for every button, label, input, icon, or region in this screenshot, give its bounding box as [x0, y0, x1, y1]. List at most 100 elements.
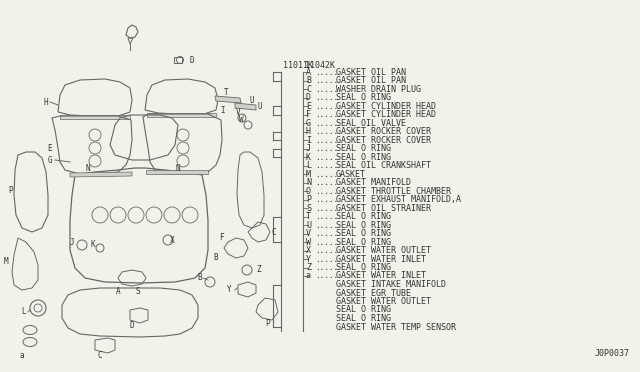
- Text: L: L: [306, 161, 311, 170]
- Text: GASKET INTAKE MANIFOLD: GASKET INTAKE MANIFOLD: [336, 280, 446, 289]
- Text: SEAL OIL VALVE: SEAL OIL VALVE: [336, 119, 406, 128]
- Text: .....: .....: [315, 195, 338, 204]
- Text: .....: .....: [315, 246, 338, 255]
- Bar: [174, 57, 182, 63]
- Text: .....: .....: [315, 221, 338, 230]
- Text: .....: .....: [315, 212, 338, 221]
- Polygon shape: [70, 172, 132, 177]
- Text: K: K: [90, 240, 95, 248]
- Text: L: L: [21, 308, 26, 317]
- Text: X: X: [306, 246, 311, 255]
- Text: .....: .....: [315, 263, 338, 272]
- Text: W: W: [306, 237, 311, 247]
- Text: .....: .....: [315, 170, 338, 179]
- Text: I: I: [306, 135, 311, 144]
- Text: a: a: [20, 350, 24, 359]
- Text: U: U: [258, 102, 262, 110]
- Text: GASKET OIL PAN: GASKET OIL PAN: [336, 76, 406, 85]
- Text: A: A: [116, 288, 120, 296]
- Polygon shape: [235, 103, 256, 110]
- Text: .....: .....: [315, 254, 338, 263]
- Text: I: I: [220, 106, 225, 115]
- Text: .....: .....: [315, 119, 338, 128]
- Text: P: P: [266, 320, 270, 328]
- Text: .....: .....: [315, 178, 338, 187]
- Text: K: K: [306, 153, 311, 161]
- Text: SEAL O RING: SEAL O RING: [336, 93, 391, 102]
- Text: .....: .....: [315, 203, 338, 212]
- Text: A: A: [306, 67, 311, 77]
- Text: N: N: [306, 178, 311, 187]
- Text: SEAL O RING: SEAL O RING: [336, 305, 391, 314]
- Text: .....: .....: [315, 76, 338, 85]
- Text: WASHER DRAIN PLUG: WASHER DRAIN PLUG: [336, 84, 421, 93]
- Text: S: S: [306, 203, 311, 212]
- Text: T: T: [306, 212, 311, 221]
- Text: a: a: [306, 272, 311, 280]
- Text: V: V: [306, 229, 311, 238]
- Text: P: P: [306, 195, 311, 204]
- Text: GASKET WATER OUTLET: GASKET WATER OUTLET: [336, 246, 431, 255]
- Text: SEAL O RING: SEAL O RING: [336, 237, 391, 247]
- Text: .....: .....: [315, 229, 338, 238]
- Text: 11011K: 11011K: [283, 61, 313, 70]
- Polygon shape: [60, 115, 130, 119]
- Text: H: H: [306, 127, 311, 136]
- Text: .....: .....: [315, 110, 338, 119]
- Text: S: S: [136, 288, 140, 296]
- Text: SEAL O RING: SEAL O RING: [336, 263, 391, 272]
- Text: M: M: [306, 170, 311, 179]
- Text: GASKET ROCKER COVER: GASKET ROCKER COVER: [336, 127, 431, 136]
- Text: SEAL O RING: SEAL O RING: [336, 153, 391, 161]
- Polygon shape: [146, 170, 208, 174]
- Text: GASKET THROTTLE CHAMBER: GASKET THROTTLE CHAMBER: [336, 186, 451, 196]
- Text: GASKET MANIFOLD: GASKET MANIFOLD: [336, 178, 411, 187]
- Text: U: U: [250, 96, 254, 105]
- Text: C: C: [306, 84, 311, 93]
- Text: .....: .....: [315, 102, 338, 110]
- Text: W: W: [239, 115, 244, 124]
- Text: F: F: [220, 232, 224, 241]
- Text: .....: .....: [315, 135, 338, 144]
- Text: GASKET WATER TEMP SENSOR: GASKET WATER TEMP SENSOR: [336, 323, 456, 331]
- Text: .....: .....: [315, 186, 338, 196]
- Text: N: N: [176, 164, 180, 173]
- Text: D: D: [306, 93, 311, 102]
- Text: GASKET WATER OUTLET: GASKET WATER OUTLET: [336, 297, 431, 306]
- Text: SEAL OIL CRANKSHAFT: SEAL OIL CRANKSHAFT: [336, 161, 431, 170]
- Text: D: D: [130, 321, 134, 330]
- Text: E: E: [47, 144, 52, 153]
- Text: V: V: [236, 108, 240, 116]
- Text: GASKET WATER INLET: GASKET WATER INLET: [336, 272, 426, 280]
- Text: M: M: [3, 257, 8, 266]
- Text: E: E: [306, 102, 311, 110]
- Text: .....: .....: [315, 84, 338, 93]
- Text: GASKET OIL STRAINER: GASKET OIL STRAINER: [336, 203, 431, 212]
- Text: G: G: [47, 155, 52, 164]
- Text: GASKET: GASKET: [336, 170, 366, 179]
- Text: B: B: [213, 253, 218, 263]
- Text: .....: .....: [315, 127, 338, 136]
- Text: O: O: [306, 186, 311, 196]
- Text: B: B: [306, 76, 311, 85]
- Text: GASKET WATER INLET: GASKET WATER INLET: [336, 254, 426, 263]
- Text: T: T: [224, 87, 228, 96]
- Text: 11042K: 11042K: [305, 61, 335, 70]
- Text: Y: Y: [227, 285, 232, 295]
- Text: P: P: [8, 186, 13, 195]
- Polygon shape: [147, 113, 216, 117]
- Text: GASKET EGR TUBE: GASKET EGR TUBE: [336, 289, 411, 298]
- Text: SEAL O RING: SEAL O RING: [336, 221, 391, 230]
- Text: .....: .....: [315, 161, 338, 170]
- Text: Y: Y: [306, 254, 311, 263]
- Text: .....: .....: [315, 144, 338, 153]
- Text: GASKET OIL PAN: GASKET OIL PAN: [336, 67, 406, 77]
- Text: .....: .....: [315, 237, 338, 247]
- Text: H: H: [44, 97, 48, 106]
- Text: .....: .....: [315, 153, 338, 161]
- Text: N: N: [86, 164, 90, 173]
- Text: J: J: [69, 237, 74, 247]
- Text: D: D: [189, 55, 194, 64]
- Text: X: X: [170, 235, 175, 244]
- Text: SEAL O RING: SEAL O RING: [336, 314, 391, 323]
